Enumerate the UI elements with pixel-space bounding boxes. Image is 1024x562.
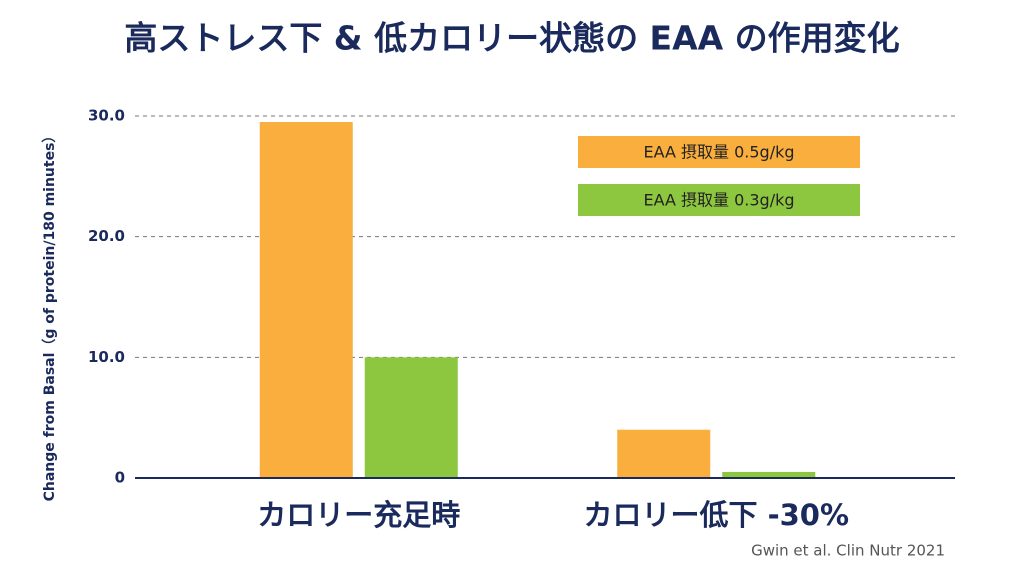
legend-label: EAA 摂取量 0.3g/kg bbox=[643, 191, 794, 210]
y-tick-label: 10.0 bbox=[88, 348, 125, 366]
bar bbox=[722, 471, 816, 478]
y-tick-label: 20.0 bbox=[88, 227, 125, 245]
legend-label: EAA 摂取量 0.5g/kg bbox=[643, 143, 794, 162]
legend-swatch bbox=[578, 184, 860, 216]
legend-swatch bbox=[578, 136, 860, 168]
y-tick-label: 30.0 bbox=[88, 107, 125, 125]
source: Gwin et al. Clin Nutr 2021 bbox=[751, 542, 945, 560]
y-tick-label: 0 bbox=[115, 469, 125, 487]
x-tick-label: カロリー充足時 bbox=[257, 498, 460, 532]
bar bbox=[364, 357, 458, 478]
chart-title: 高ストレス下 & 低カロリー状態の EAA の作用変化 bbox=[124, 19, 899, 58]
bar bbox=[617, 429, 711, 478]
bar bbox=[259, 122, 353, 479]
x-tick-label: カロリー低下 -30% bbox=[583, 498, 849, 532]
y-axis-label: Change from Basal（g of protein/180 minut… bbox=[42, 129, 58, 502]
